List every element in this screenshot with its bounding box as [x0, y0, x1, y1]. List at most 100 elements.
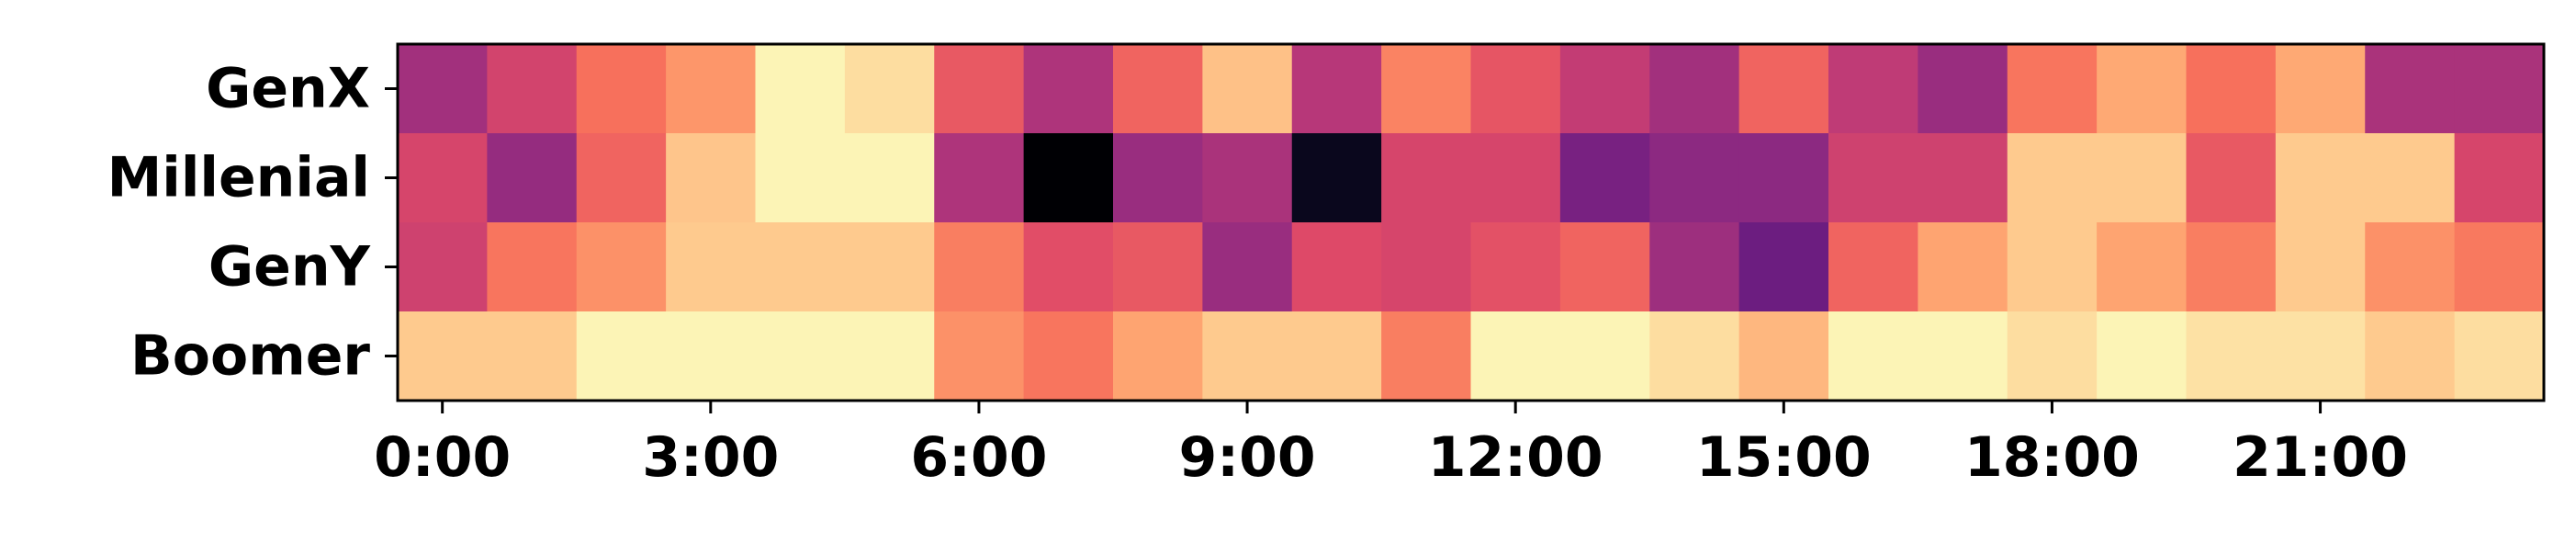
heatmap-cell — [398, 311, 488, 401]
heatmap-cell — [398, 44, 488, 134]
heatmap-cell — [2186, 44, 2277, 134]
y-tick-label: Millenial — [107, 146, 370, 210]
x-tick-label: 18:00 — [1964, 425, 2140, 490]
heatmap-cell — [1113, 311, 1203, 401]
y-tick-label: GenX — [206, 57, 370, 121]
heatmap-cell — [1113, 44, 1203, 134]
y-tick-label: Boomer — [130, 324, 370, 389]
heatmap-cell — [1381, 311, 1472, 401]
heatmap-cell — [1738, 311, 1829, 401]
heatmap-cell — [1470, 311, 1561, 401]
heatmap-cell — [1649, 133, 1740, 223]
heatmap-cell — [1559, 133, 1650, 223]
heatmap-cell — [1291, 44, 1382, 134]
heatmap-cell — [2007, 222, 2098, 312]
heatmap-cell — [2275, 44, 2366, 134]
heatmap-cell — [1202, 311, 1293, 401]
heatmap-cell — [1828, 311, 1918, 401]
heatmap-cell — [2275, 222, 2366, 312]
heatmap-cell — [755, 133, 846, 223]
heatmap-cell — [2365, 311, 2456, 401]
heatmap-cell — [1738, 133, 1829, 223]
heatmap-cell — [1738, 44, 1829, 134]
heatmap-cell — [576, 133, 667, 223]
heatmap-cell — [2186, 222, 2277, 312]
heatmap-cell — [1559, 311, 1650, 401]
x-tick-label: 0:00 — [374, 425, 511, 490]
heatmap-cell — [1470, 44, 1561, 134]
heatmap-cell — [1381, 133, 1472, 223]
heatmap-cell — [1381, 222, 1472, 312]
heatmap-cell — [2186, 311, 2277, 401]
heatmap-cell — [2007, 133, 2098, 223]
heatmap-cell — [2097, 311, 2188, 401]
x-tick-label: 15:00 — [1696, 425, 1872, 490]
x-tick-label: 12:00 — [1428, 425, 1603, 490]
heatmap-cell — [755, 311, 846, 401]
heatmap-cell — [755, 44, 846, 134]
y-tick-label: GenY — [208, 235, 372, 300]
heatmap-cell — [755, 222, 846, 312]
heatmap-cell — [2365, 133, 2456, 223]
heatmap-cell — [1202, 133, 1293, 223]
heatmap-cell — [398, 133, 488, 223]
heatmap-cell — [2275, 311, 2366, 401]
heatmap-cell — [1738, 222, 1829, 312]
heatmap-cell — [666, 44, 757, 134]
heatmap-cell — [666, 133, 757, 223]
heatmap-cell — [2007, 311, 2098, 401]
heatmap-cell — [1023, 44, 1114, 134]
heatmap-cell — [934, 311, 1025, 401]
heatmap-cell — [844, 133, 935, 223]
heatmap-cell — [1202, 222, 1293, 312]
heatmap-cell — [2365, 44, 2456, 134]
heatmap-cell — [1649, 44, 1740, 134]
heatmap-cell — [2097, 133, 2188, 223]
heatmap-cell — [576, 44, 667, 134]
heatmap-cell — [1918, 222, 2008, 312]
heatmap-cell — [2454, 311, 2545, 401]
heatmap-cell — [2275, 133, 2366, 223]
heatmap-cell — [1202, 44, 1293, 134]
heatmap-cell — [1649, 311, 1740, 401]
plot-frame — [396, 42, 2546, 402]
heatmap-cell — [1470, 222, 1561, 312]
heatmap-cell — [487, 311, 578, 401]
heatmap-cell — [1291, 222, 1382, 312]
heatmap-cell — [1918, 133, 2008, 223]
y-axis: GenX Millenial GenY Boomer — [107, 57, 398, 389]
heatmap-cell — [1559, 222, 1650, 312]
heatmap-cell — [576, 311, 667, 401]
heatmap-cell — [844, 44, 935, 134]
heatmap-cell — [487, 133, 578, 223]
heatmap-cell — [1291, 133, 1382, 223]
heatmap-cell — [1828, 44, 1918, 134]
heatmap-cell — [1470, 133, 1561, 223]
heatmap-cell — [1291, 311, 1382, 401]
x-tick-label: 21:00 — [2233, 425, 2408, 490]
heatmap-cell — [666, 222, 757, 312]
heatmap-cell — [1828, 222, 1918, 312]
x-tick-label: 9:00 — [1178, 425, 1315, 490]
heatmap-cell — [1828, 133, 1918, 223]
heatmap-cell — [1113, 133, 1203, 223]
x-tick-label: 6:00 — [910, 425, 1047, 490]
heatmap-cell — [844, 222, 935, 312]
heatmap-cell — [2454, 133, 2545, 223]
heatmap-cell — [1649, 222, 1740, 312]
x-tick-label: 3:00 — [642, 425, 779, 490]
heatmap-cell — [398, 222, 488, 312]
heatmap-cell — [1381, 44, 1472, 134]
heatmap-cell — [1113, 222, 1203, 312]
heatmap-cell — [1918, 44, 2008, 134]
heatmap-cell — [1559, 44, 1650, 134]
x-axis: 0:00 3:00 6:00 9:00 12:00 15:00 18:00 21:00 — [374, 401, 2408, 490]
heatmap-cell — [2454, 44, 2545, 134]
heatmap-cell — [934, 133, 1025, 223]
heatmap-cell — [1023, 133, 1114, 223]
heatmap-cell — [1023, 222, 1114, 312]
heatmap-cell — [2007, 44, 2098, 134]
heatmap-cell — [487, 222, 578, 312]
heatmap-cell — [2186, 133, 2277, 223]
